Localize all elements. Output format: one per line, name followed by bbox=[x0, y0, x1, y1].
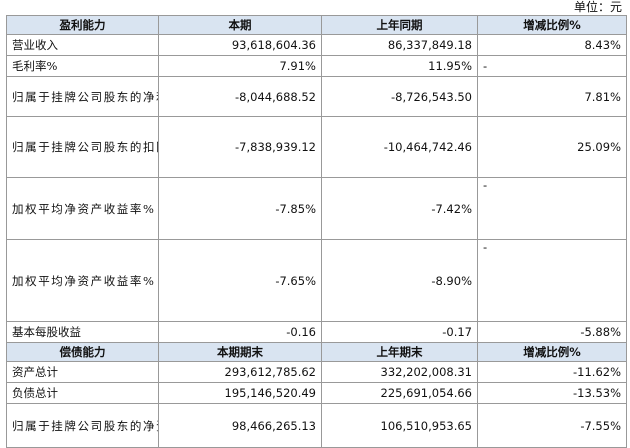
change-value: -13.53% bbox=[477, 382, 627, 404]
current-value: -7.65% bbox=[158, 239, 322, 322]
solvency-header-row: 偿债能力 本期期末 上年期末 增减比例% bbox=[6, 342, 627, 362]
previous-value: 225,691,054.66 bbox=[321, 382, 478, 404]
table-row: 负债总计 195,146,520.49 225,691,054.66 -13.5… bbox=[6, 382, 627, 404]
previous-value: -10,464,742.46 bbox=[321, 116, 478, 178]
row-label: 营业收入 bbox=[6, 34, 159, 56]
previous-value: 86,337,849.18 bbox=[321, 34, 478, 56]
previous-value: 11.95% bbox=[321, 55, 478, 77]
table-row: 基本每股收益 -0.16 -0.17 -5.88% bbox=[6, 321, 627, 343]
table-row: 毛利率% 7.91% 11.95% - bbox=[6, 55, 627, 77]
current-value: -8,044,688.52 bbox=[158, 76, 322, 117]
table-row: 归属于挂牌公司股东的净利润 -8,044,688.52 -8,726,543.5… bbox=[6, 76, 627, 117]
previous-value: -7.42% bbox=[321, 177, 478, 240]
profitability-header-row: 盈利能力 本期 上年同期 增减比例% bbox=[6, 15, 627, 35]
row-label: 毛利率% bbox=[6, 55, 159, 77]
header-current-period: 本期 bbox=[158, 15, 322, 35]
row-label: 加权平均净资产收益率%（依归属于挂牌公司股东的扣除非经常性损益后的净利润计算） bbox=[6, 239, 159, 322]
previous-value: -8.90% bbox=[321, 239, 478, 322]
current-value: 195,146,520.49 bbox=[158, 382, 322, 404]
row-label: 归属于挂牌公司股东的净资产 bbox=[6, 403, 159, 448]
current-value: -0.16 bbox=[158, 321, 322, 343]
header-change-percent: 增减比例% bbox=[477, 15, 627, 35]
row-label: 归属于挂牌公司股东的净利润 bbox=[6, 76, 159, 117]
row-label: 加权平均净资产收益率%（依据归属于挂牌公司股东的净利润计算） bbox=[6, 177, 159, 240]
current-value: 7.91% bbox=[158, 55, 322, 77]
previous-value: -0.17 bbox=[321, 321, 478, 343]
previous-value: -8,726,543.50 bbox=[321, 76, 478, 117]
change-value: - bbox=[477, 55, 627, 77]
current-value: 93,618,604.36 bbox=[158, 34, 322, 56]
table-row: 归属于挂牌公司股东的净资产 98,466,265.13 106,510,953.… bbox=[6, 403, 627, 448]
change-value: -5.88% bbox=[477, 321, 627, 343]
row-label: 负债总计 bbox=[6, 382, 159, 404]
previous-value: 332,202,008.31 bbox=[321, 361, 478, 383]
change-value: 8.43% bbox=[477, 34, 627, 56]
header-profitability: 盈利能力 bbox=[6, 15, 159, 35]
current-value: 98,466,265.13 bbox=[158, 403, 322, 448]
change-value: -11.62% bbox=[477, 361, 627, 383]
header-change-percent: 增减比例% bbox=[477, 342, 627, 362]
row-label: 归属于挂牌公司股东的扣除非经常性损益后的净利润 bbox=[6, 116, 159, 178]
table-row: 加权平均净资产收益率%（依据归属于挂牌公司股东的净利润计算） -7.85% -7… bbox=[6, 177, 627, 240]
change-value: 25.09% bbox=[477, 116, 627, 178]
current-value: 293,612,785.62 bbox=[158, 361, 322, 383]
header-current-period-end: 本期期末 bbox=[158, 342, 322, 362]
table-row: 加权平均净资产收益率%（依归属于挂牌公司股东的扣除非经常性损益后的净利润计算） … bbox=[6, 239, 627, 322]
table-row: 归属于挂牌公司股东的扣除非经常性损益后的净利润 -7,838,939.12 -1… bbox=[6, 116, 627, 178]
previous-value: 106,510,953.65 bbox=[321, 403, 478, 448]
table-row: 营业收入 93,618,604.36 86,337,849.18 8.43% bbox=[6, 34, 627, 56]
current-value: -7.85% bbox=[158, 177, 322, 240]
financial-indicators-table: 盈利能力 本期 上年同期 增减比例% 营业收入 93,618,604.36 86… bbox=[6, 15, 627, 448]
current-value: -7,838,939.12 bbox=[158, 116, 322, 178]
unit-label: 单位：元 bbox=[573, 0, 622, 14]
change-value: - bbox=[477, 239, 627, 322]
header-solvency: 偿债能力 bbox=[6, 342, 159, 362]
change-value: -7.55% bbox=[477, 403, 627, 448]
header-prior-period-end: 上年期末 bbox=[321, 342, 478, 362]
table-row: 资产总计 293,612,785.62 332,202,008.31 -11.6… bbox=[6, 361, 627, 383]
change-value: 7.81% bbox=[477, 76, 627, 117]
header-prior-period: 上年同期 bbox=[321, 15, 478, 35]
row-label: 基本每股收益 bbox=[6, 321, 159, 343]
row-label: 资产总计 bbox=[6, 361, 159, 383]
change-value: - bbox=[477, 177, 627, 240]
